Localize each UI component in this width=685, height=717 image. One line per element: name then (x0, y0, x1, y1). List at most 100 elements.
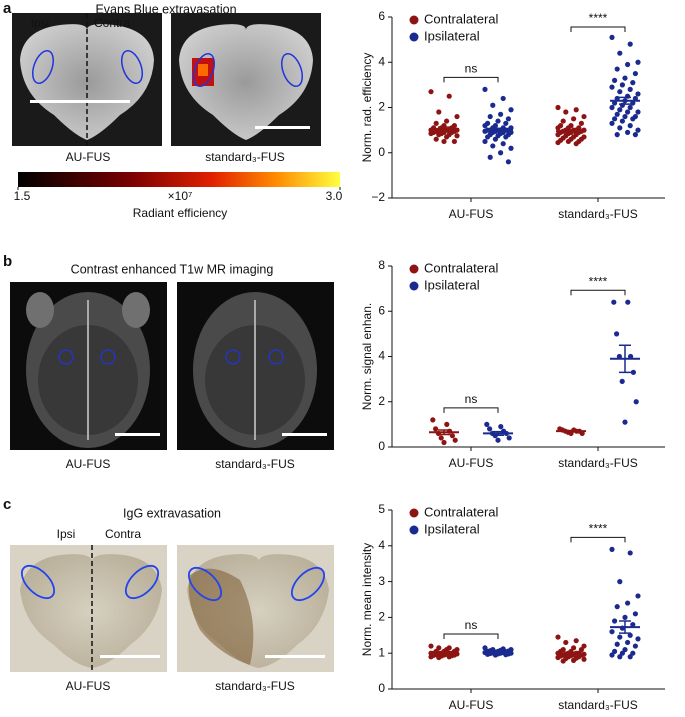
y-tick-label: −2 (371, 190, 385, 204)
image-c-left (10, 545, 167, 672)
data-point (635, 636, 641, 642)
panel-label: a (3, 0, 12, 17)
y-tick-label: 4 (378, 349, 385, 363)
data-point (633, 399, 639, 405)
data-point (581, 643, 587, 649)
panel-label: c (3, 496, 11, 513)
data-point (573, 638, 579, 644)
image-label: AU-FUS (66, 457, 111, 471)
error-bar (565, 129, 577, 134)
data-point (444, 421, 450, 427)
data-point (573, 141, 579, 147)
data-point (617, 654, 623, 660)
legend-marker (409, 15, 419, 25)
side-label: Contra (94, 16, 130, 30)
data-point (617, 107, 623, 113)
side-label: Ipsi (57, 527, 76, 541)
legend-marker (409, 281, 419, 291)
data-point (632, 70, 639, 77)
data-point (632, 611, 639, 617)
significance-label: ns (465, 392, 478, 406)
data-point (555, 104, 561, 111)
data-point (436, 654, 442, 661)
y-tick-label: 4 (378, 54, 385, 68)
data-point (614, 111, 620, 117)
x-tick-label: AU-FUS (449, 207, 494, 221)
panel-title: IgG extravasation (123, 506, 221, 520)
data-point (635, 109, 641, 115)
panel-label: b (3, 253, 12, 270)
data-point (482, 86, 488, 92)
legend-label: Ipsilateral (424, 28, 480, 43)
data-point (454, 113, 460, 120)
image-a-right (171, 13, 321, 146)
side-label: Contra (105, 527, 141, 541)
data-point (622, 75, 628, 81)
significance-bracket (443, 76, 499, 83)
error-bar (492, 650, 504, 653)
data-point (627, 41, 633, 47)
x-tick-label: standard₃-FUS (558, 698, 638, 712)
data-point (428, 654, 434, 660)
image-label: AU-FUS (66, 150, 111, 164)
colorbar-tick-label: 3.0 (326, 189, 343, 203)
y-tick-label: 0 (378, 145, 385, 159)
data-point (500, 95, 506, 102)
image-label: standard₃-FUS (215, 457, 295, 471)
data-point (563, 639, 569, 646)
legend-marker (409, 264, 419, 274)
data-point (436, 645, 442, 651)
data-point (503, 134, 509, 140)
data-point (630, 116, 636, 122)
data-point (614, 66, 620, 72)
panel-title: Evans Blue extravasation (95, 2, 236, 16)
data-point (617, 634, 623, 640)
y-tick-label: 5 (378, 502, 385, 516)
y-tick-label: 2 (378, 394, 385, 408)
colorbar (18, 172, 340, 187)
data-point (492, 136, 498, 142)
data-point (430, 417, 436, 423)
data-point (449, 433, 455, 439)
data-point (609, 34, 615, 40)
legend-label: Contralateral (424, 11, 499, 26)
image-c-right (177, 545, 334, 672)
data-point (560, 118, 566, 124)
data-point (609, 120, 615, 126)
data-point (627, 632, 633, 638)
data-point (433, 120, 439, 126)
data-point (630, 650, 636, 656)
data-point (571, 645, 577, 651)
y-axis-label: Norm. mean intensity (360, 543, 374, 656)
data-point (581, 113, 587, 120)
data-point (555, 139, 561, 146)
data-point (617, 579, 623, 585)
data-point (490, 102, 496, 108)
y-tick-label: 2 (378, 610, 385, 624)
data-point (555, 125, 561, 131)
data-point (625, 299, 631, 305)
data-point (578, 120, 585, 126)
error-bar (565, 651, 577, 656)
data-point (487, 113, 493, 120)
data-point (571, 657, 577, 663)
data-point (632, 643, 639, 649)
data-point (565, 138, 572, 145)
data-point (503, 120, 509, 126)
data-point (498, 150, 504, 156)
data-point (614, 641, 620, 647)
data-point (454, 133, 460, 139)
error-bar (619, 96, 631, 105)
data-point (625, 129, 631, 135)
data-point (612, 648, 618, 655)
data-point (500, 141, 506, 147)
data-point (614, 132, 620, 138)
error-bar (438, 651, 450, 655)
significance-bracket (570, 289, 626, 296)
y-tick-label: 6 (378, 9, 385, 23)
colorbar-multiplier: ×10⁷ (168, 189, 193, 203)
x-tick-label: standard₃-FUS (558, 207, 638, 221)
legend-marker (409, 508, 419, 518)
data-point (622, 614, 628, 621)
significance-bracket (443, 633, 499, 640)
